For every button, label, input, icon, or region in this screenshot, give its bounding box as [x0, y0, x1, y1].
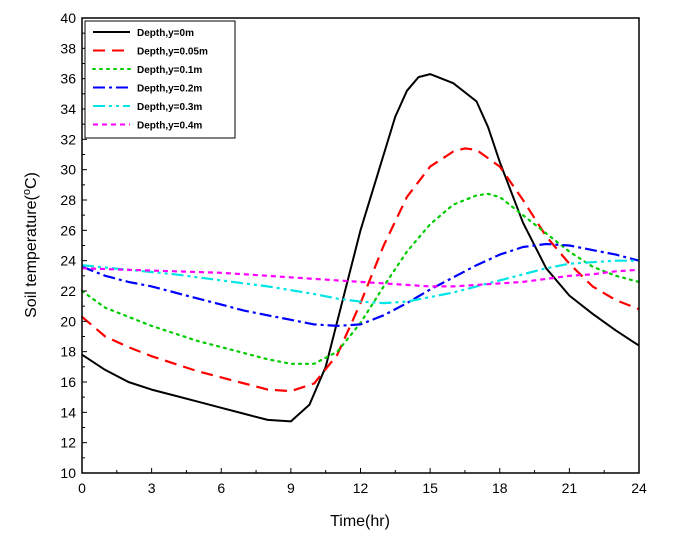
y-axis-title: Soil temperature(oC) [21, 172, 40, 318]
y-tick-label: 38 [60, 40, 76, 56]
x-axis: 0 3 6 9 12 15 18 21 24 [78, 468, 647, 496]
legend-label-1: Depth,y=0.05m [137, 47, 208, 58]
y-tick-label: 28 [60, 192, 76, 208]
series-line-4 [81, 259, 639, 305]
legend: Depth,y=0m Depth,y=0.05m Depth,y=0.1m Depth… [84, 20, 236, 139]
series-line-5 [81, 267, 640, 288]
y-tick-label: 30 [60, 162, 76, 178]
series-lines [80, 73, 641, 423]
legend-label-0: Depth,y=0m [137, 28, 194, 39]
x-axis-title: Time(hr) [330, 513, 390, 530]
y-axis: 10 12 14 16 18 20 22 24 26 28 30 32 34 36 38 40 [60, 10, 87, 481]
x-tick-label: 24 [631, 480, 647, 496]
legend-label-5: Depth,y=0.4m [137, 121, 202, 132]
y-tick-label: 34 [60, 101, 76, 117]
y-tick-label: 12 [60, 435, 76, 451]
y-tick-label: 10 [60, 465, 76, 481]
x-tick-label: 15 [422, 480, 438, 496]
series-line-2 [80, 192, 641, 365]
x-tick-label: 12 [353, 480, 369, 496]
y-tick-label: 16 [60, 374, 76, 390]
y-tick-label: 32 [60, 131, 76, 147]
y-tick-label: 18 [60, 344, 76, 360]
y-tick-label: 40 [60, 10, 76, 26]
y-axis-title-main: Soil temperature( [23, 194, 40, 317]
y-axis-title-end: C) [23, 172, 40, 189]
series-line-1 [81, 147, 640, 393]
y-tick-label: 26 [60, 222, 76, 238]
legend-label-4: Depth,y=0.3m [137, 102, 202, 113]
legend-box [84, 20, 236, 139]
y-tick-label: 22 [60, 283, 76, 299]
legend-label-2: Depth,y=0.1m [137, 65, 202, 76]
x-tick-label: 9 [287, 480, 295, 496]
y-tick-label: 20 [60, 313, 76, 329]
x-tick-label: 6 [217, 480, 225, 496]
legend-label-3: Depth,y=0.2m [137, 84, 202, 95]
x-tick-label: 18 [492, 480, 508, 496]
y-tick-label: 24 [60, 253, 76, 269]
series-line-3 [81, 242, 640, 327]
x-tick-label: 21 [562, 480, 578, 496]
y-tick-label: 36 [60, 71, 76, 87]
y-tick-label: 14 [60, 404, 76, 420]
series-line-0 [81, 73, 640, 423]
x-tick-label: 3 [148, 480, 156, 496]
x-tick-label: 0 [78, 480, 86, 496]
y-axis-title-sup: o [21, 189, 33, 195]
